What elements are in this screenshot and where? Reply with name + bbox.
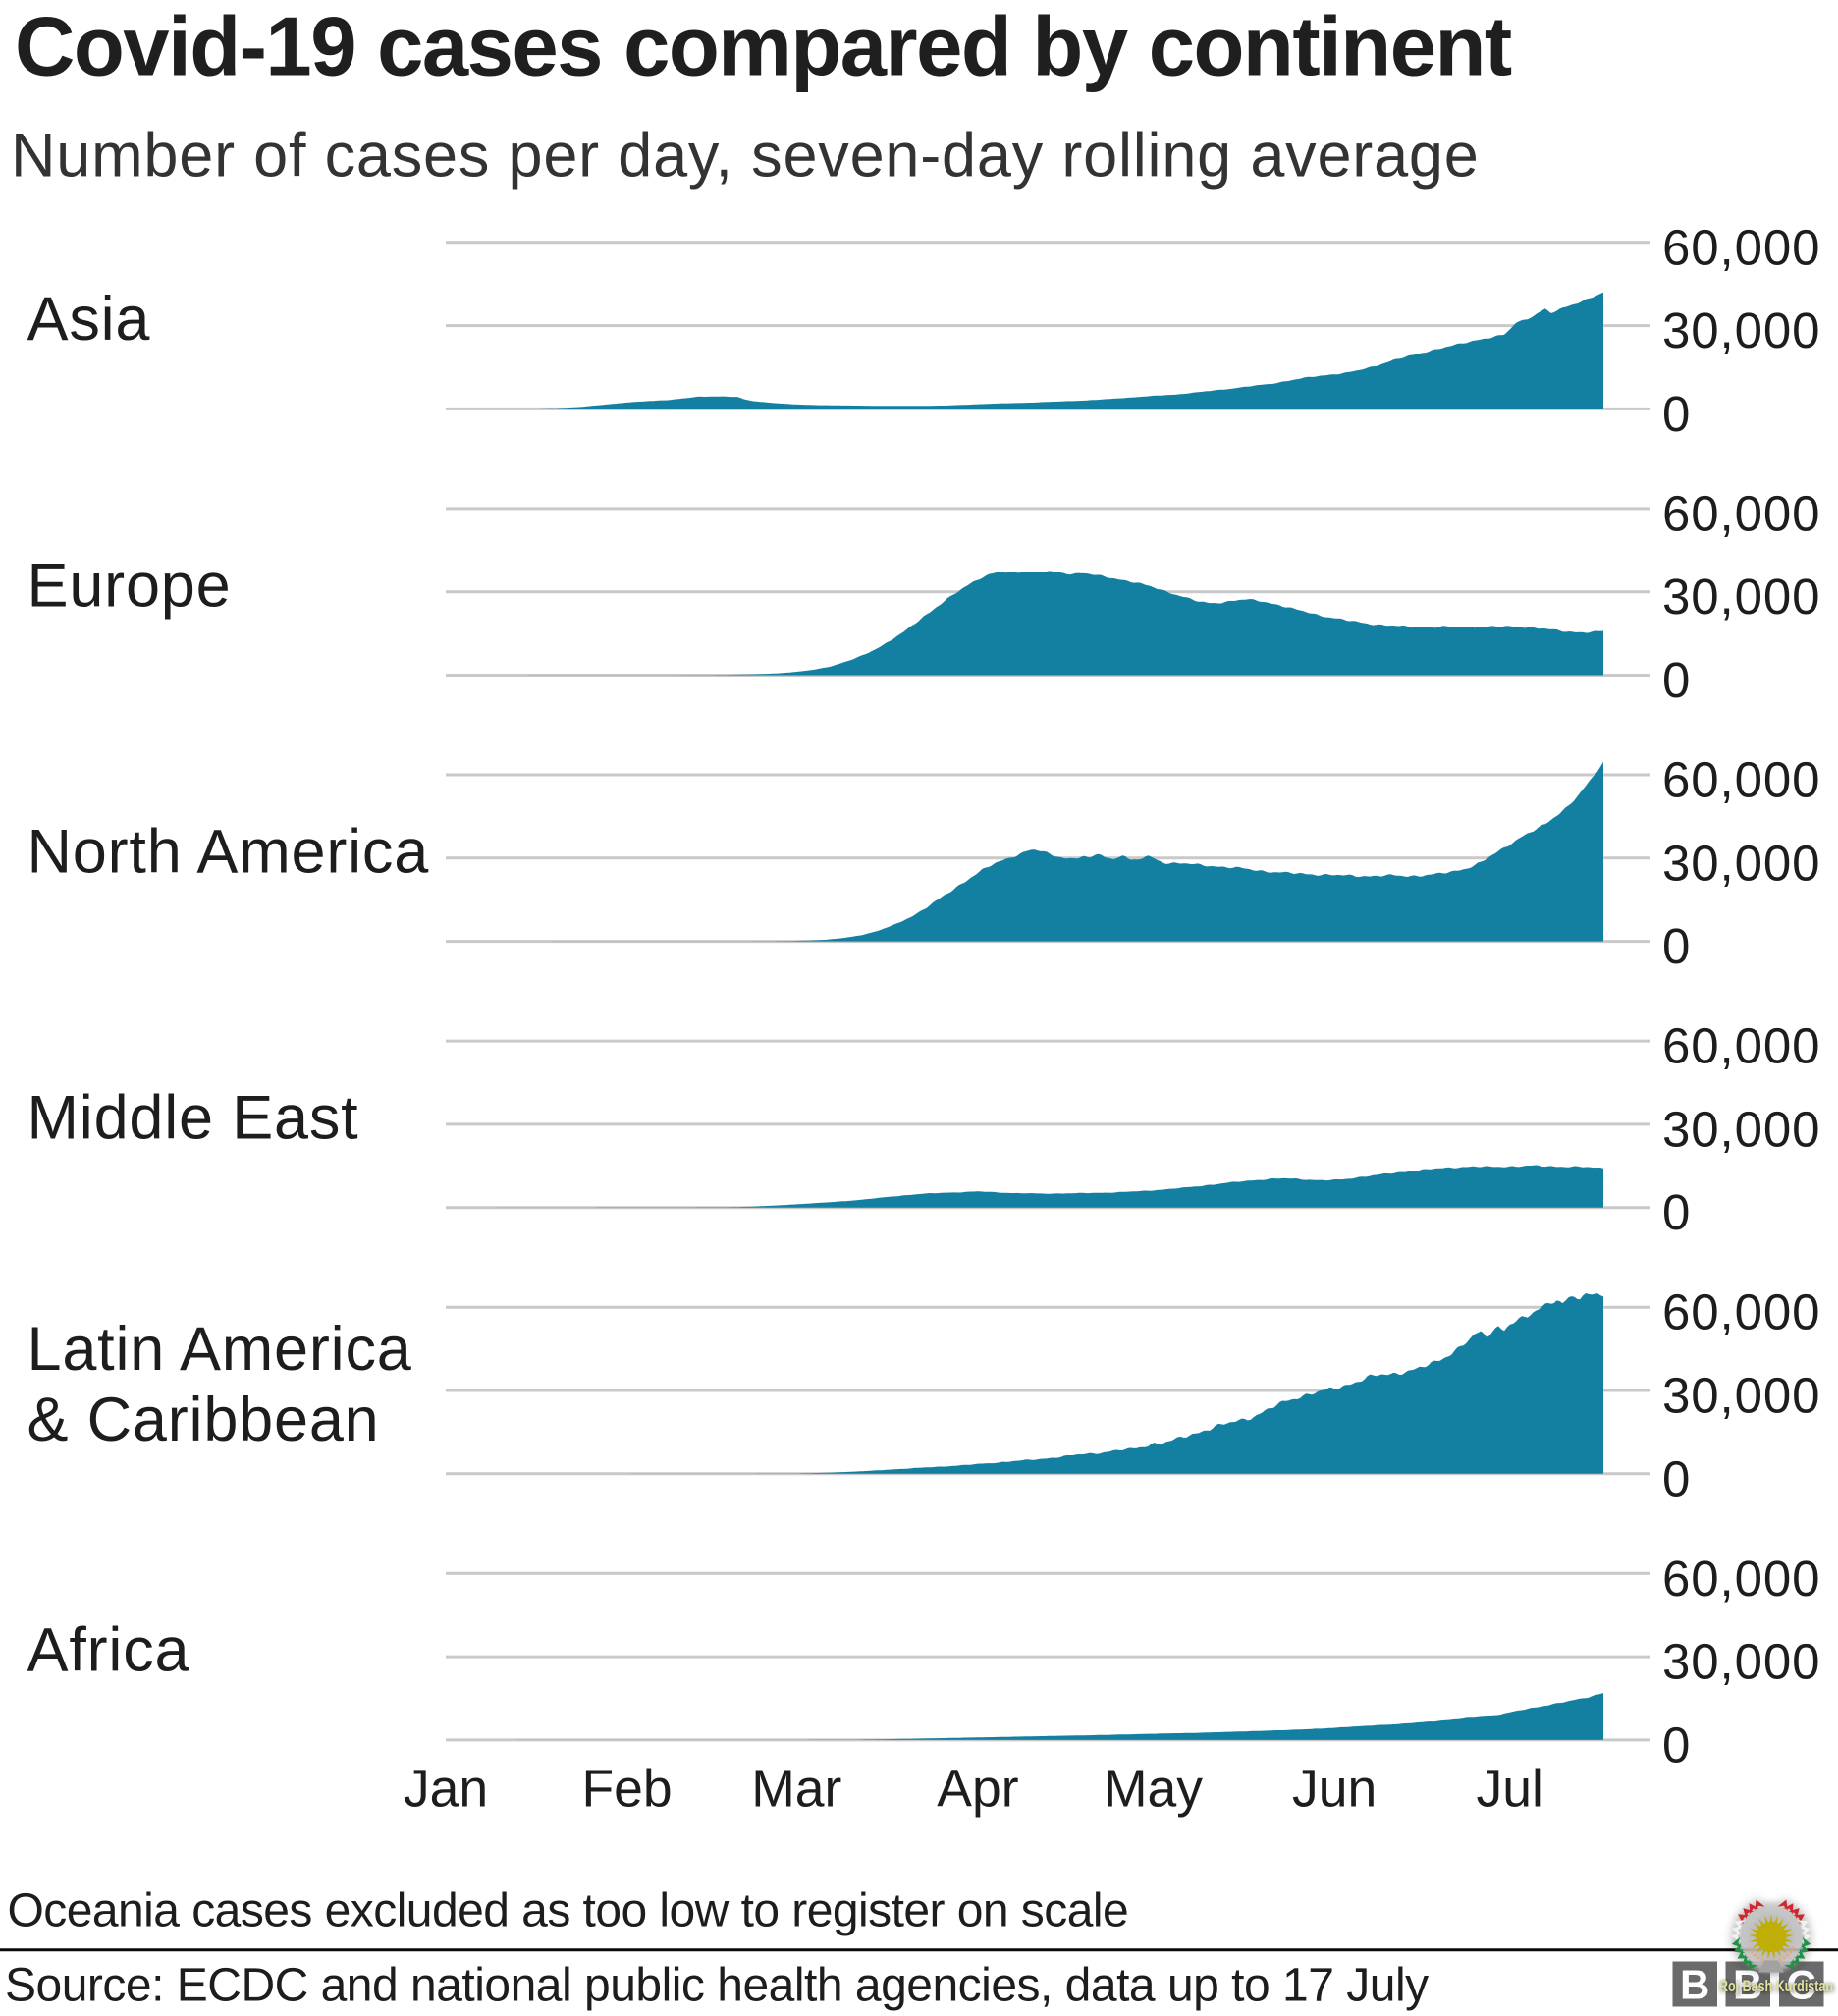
svg-text:30,000: 30,000	[1662, 569, 1820, 625]
svg-text:Covid-19 cases compared by con: Covid-19 cases compared by continent	[15, 1, 1512, 94]
svg-text:& Caribbean: & Caribbean	[27, 1386, 380, 1454]
svg-text:Europe: Europe	[27, 551, 232, 620]
svg-text:Mar: Mar	[751, 1760, 841, 1818]
svg-text:B: B	[1680, 1962, 1709, 2008]
svg-text:0: 0	[1662, 1450, 1691, 1506]
svg-text:60,000: 60,000	[1662, 1551, 1820, 1607]
svg-text:0: 0	[1662, 918, 1691, 974]
svg-text:0: 0	[1662, 1716, 1691, 1772]
svg-text:30,000: 30,000	[1662, 1634, 1820, 1690]
svg-text:60,000: 60,000	[1662, 1284, 1820, 1340]
svg-text:Latin America: Latin America	[27, 1315, 412, 1384]
svg-text:North America: North America	[27, 817, 430, 886]
svg-text:60,000: 60,000	[1662, 219, 1820, 275]
svg-text:Roj Bash Kurdistan: Roj Bash Kurdistan	[1719, 1977, 1833, 1995]
svg-text:Source: ECDC and national publ: Source: ECDC and national public health …	[5, 1960, 1429, 2012]
svg-text:Roj Bash Kurdistan: Roj Bash Kurdistan	[1720, 1978, 1834, 1996]
svg-text:C: C	[1787, 1962, 1816, 2008]
svg-text:Middle East: Middle East	[27, 1084, 359, 1153]
svg-text:30,000: 30,000	[1662, 1101, 1820, 1157]
svg-text:60,000: 60,000	[1662, 1018, 1820, 1074]
svg-text:0: 0	[1662, 1184, 1691, 1240]
svg-text:30,000: 30,000	[1662, 302, 1820, 358]
svg-text:30,000: 30,000	[1662, 835, 1820, 891]
svg-text:Number of cases per day, seven: Number of cases per day, seven-day rolli…	[11, 122, 1480, 191]
svg-text:60,000: 60,000	[1662, 752, 1820, 808]
svg-text:0: 0	[1662, 386, 1691, 442]
svg-text:Jan: Jan	[404, 1760, 488, 1818]
svg-text:30,000: 30,000	[1662, 1368, 1820, 1424]
svg-text:Jun: Jun	[1292, 1760, 1377, 1818]
svg-text:Jul: Jul	[1477, 1760, 1543, 1818]
svg-text:60,000: 60,000	[1662, 485, 1820, 541]
svg-text:Asia: Asia	[27, 285, 151, 354]
svg-text:Africa: Africa	[27, 1616, 190, 1685]
svg-text:Apr: Apr	[937, 1760, 1018, 1818]
svg-text:0: 0	[1662, 652, 1691, 708]
svg-text:May: May	[1104, 1760, 1203, 1818]
svg-text:Feb: Feb	[581, 1760, 672, 1818]
svg-text:Oceania cases excluded as too: Oceania cases excluded as too low to reg…	[8, 1885, 1129, 1937]
